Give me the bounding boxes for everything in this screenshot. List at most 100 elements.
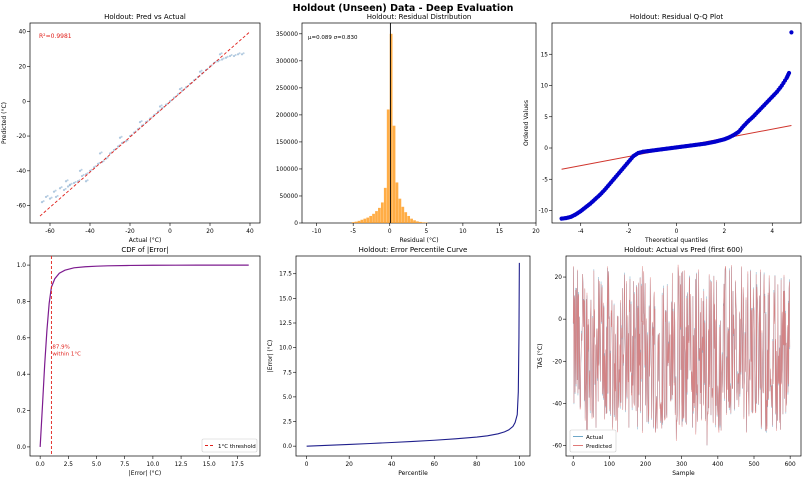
data-point xyxy=(90,168,93,171)
chart-title: Holdout: Actual vs Pred (first 600) xyxy=(624,246,743,254)
y-tick-label: -20 xyxy=(553,359,563,365)
y-tick-label: -20 xyxy=(17,134,27,140)
percentile-curve xyxy=(306,262,520,447)
histogram-bar xyxy=(366,217,370,223)
y-tick-label: 10 xyxy=(541,84,549,90)
x-tick-label: 17.5 xyxy=(231,462,244,468)
histogram-bar xyxy=(404,212,408,223)
x-tick-label: 15.0 xyxy=(203,462,216,468)
x-tick-label: 20 xyxy=(206,229,214,235)
data-point xyxy=(66,179,69,182)
x-tick-label: 2.5 xyxy=(64,462,74,468)
y-axis-label: Predicted (°C) xyxy=(1,102,8,144)
histogram-bar xyxy=(380,202,384,223)
histogram-bar xyxy=(351,222,355,223)
y-tick-label: 2.5 xyxy=(283,420,293,426)
data-point xyxy=(180,89,184,92)
y-tick-label: 12.5 xyxy=(279,321,292,327)
data-point xyxy=(230,54,233,56)
y-tick-label: -5 xyxy=(542,177,548,183)
y-tick-label: 40 xyxy=(19,30,27,36)
data-point xyxy=(178,87,182,91)
r2-annotation: R²=0.9981 xyxy=(39,33,72,40)
data-point xyxy=(220,52,223,55)
chart-title: Holdout: Residual Q-Q Plot xyxy=(630,13,723,21)
x-tick-label: 5.0 xyxy=(92,462,102,468)
data-point xyxy=(224,56,228,59)
data-point xyxy=(124,140,128,143)
x-tick-label: -4 xyxy=(578,229,584,235)
data-point xyxy=(70,182,73,185)
x-tick-label: 600 xyxy=(785,462,796,468)
data-point xyxy=(56,194,59,197)
y-tick-label: 20 xyxy=(555,275,563,281)
y-tick-label: -60 xyxy=(17,204,27,210)
legend-label-threshold: 1°C threshold xyxy=(218,444,256,450)
data-point xyxy=(220,58,224,61)
reference-line xyxy=(39,31,251,217)
x-tick-label: 400 xyxy=(712,462,723,468)
data-point xyxy=(232,54,236,58)
x-tick-label: 12.5 xyxy=(175,462,188,468)
data-point xyxy=(52,190,56,193)
y-tick-label: 300000 xyxy=(276,59,298,65)
data-point xyxy=(236,53,240,56)
y-tick-label: 1.0 xyxy=(17,263,27,269)
data-point xyxy=(120,141,124,145)
data-point xyxy=(100,151,103,154)
y-tick-label: 150000 xyxy=(276,140,298,146)
x-tick-label: 2 xyxy=(723,229,727,235)
scatter-points xyxy=(40,52,245,204)
data-point xyxy=(82,174,85,176)
y-tick-label: 0 xyxy=(22,99,26,105)
x-tick-label: -60 xyxy=(45,229,55,235)
y-tick-label: 5.0 xyxy=(283,395,293,401)
data-point xyxy=(222,57,225,60)
histogram-bar xyxy=(419,221,422,223)
series-predicted-line xyxy=(572,264,791,446)
plot-frame xyxy=(29,22,261,224)
data-point xyxy=(218,59,221,62)
legend-label-actual: Actual xyxy=(586,435,604,441)
x-tick-label: 7.5 xyxy=(120,462,130,468)
y-axis-label: |Error| (°C) xyxy=(267,340,274,372)
threshold-annotation-line1: 87.9% xyxy=(52,345,69,351)
data-point xyxy=(44,195,48,199)
data-point xyxy=(72,181,76,185)
data-point xyxy=(50,196,53,199)
y-tick-label: 17.5 xyxy=(279,272,292,278)
data-point xyxy=(60,186,63,189)
x-axis-label: |Error| (°C) xyxy=(129,470,161,477)
data-point xyxy=(40,201,44,204)
data-point xyxy=(68,183,72,186)
chart-title: Holdout: Pred vs Actual xyxy=(104,13,186,21)
y-tick-label: 0 xyxy=(294,221,298,227)
x-axis-label: Actual (°C) xyxy=(129,237,162,244)
data-point xyxy=(78,169,82,172)
histogram-bar xyxy=(401,206,405,223)
data-point xyxy=(160,104,163,107)
data-point xyxy=(58,187,62,190)
y-tick-label: 0.2 xyxy=(17,409,27,415)
data-point xyxy=(86,179,89,182)
x-tick-label: 300 xyxy=(676,462,687,468)
chart-resid: Holdout: Residual Distribution -10 -5 0 5 10 1… xyxy=(276,13,540,244)
data-point xyxy=(48,197,52,200)
chart-title: Holdout: Residual Distribution xyxy=(367,13,472,21)
y-tick-label: -60 xyxy=(553,443,563,449)
data-point xyxy=(226,55,229,58)
chart-pct: Holdout: Error Percentile Curve 0 20 40 60 80… xyxy=(267,246,531,477)
chart-title: Holdout: Error Percentile Curve xyxy=(359,246,468,254)
x-tick-label: 5 xyxy=(424,229,428,235)
x-tick-label: 0 xyxy=(305,462,309,468)
y-tick-label: 15 xyxy=(541,52,549,58)
data-point xyxy=(118,136,122,139)
x-tick-label: 80 xyxy=(473,462,481,468)
data-point xyxy=(80,174,84,178)
data-point xyxy=(54,189,57,192)
data-point xyxy=(96,162,100,165)
y-tick-label: 0.0 xyxy=(283,444,293,450)
y-tick-label: 20 xyxy=(19,64,27,70)
histogram-bar xyxy=(369,215,372,223)
